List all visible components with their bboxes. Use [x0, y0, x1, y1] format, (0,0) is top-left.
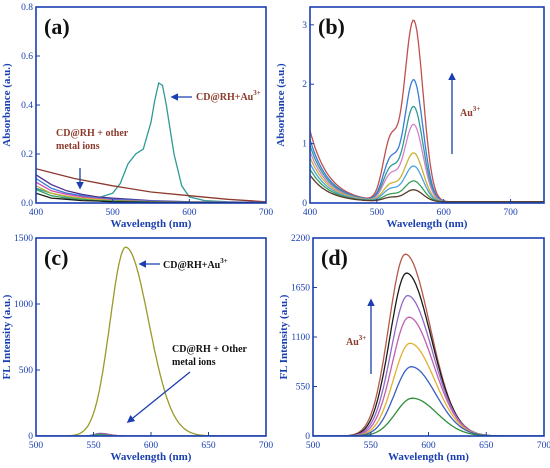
y-tick-label: 1650: [291, 284, 310, 294]
y-tick-label: 1000: [14, 300, 33, 310]
series-5-line: [313, 342, 544, 436]
x-tick-label: 400: [29, 208, 44, 218]
x-axis-title: Wavelength (nm): [387, 218, 468, 230]
x-tick-label: 550: [364, 441, 379, 451]
panel-label: (d): [321, 245, 348, 270]
x-tick-label: 500: [106, 208, 121, 218]
plot-area: [310, 19, 544, 203]
series-2-line: [313, 272, 544, 436]
x-tick-label: 600: [144, 441, 159, 451]
annotation-d: Au3+: [346, 334, 366, 348]
x-tick-label: 600: [182, 208, 197, 218]
annotations-d: Au3+: [346, 298, 375, 374]
y-axis-title: FL Intensity (a.u.): [1, 294, 13, 379]
y-tick-label: 550: [296, 383, 311, 393]
y-tick-label: 2: [302, 80, 307, 90]
annotations-a: CD@RH+Au3+ CD@RH + other metal ions: [56, 89, 261, 190]
annotation-b-main: Au: [460, 108, 473, 119]
annotation-c-right-main: CD@RH+Au: [163, 260, 221, 271]
y-tick-label: 0.8: [21, 3, 33, 13]
series-6-line: [313, 366, 544, 436]
annotation-b-sup: 3+: [473, 105, 481, 113]
x-axis-title: Wavelength (nm): [111, 218, 192, 230]
y-tick-label: 0.2: [21, 150, 33, 160]
x-tick-label: 650: [479, 441, 494, 451]
y-tick-label: 500: [19, 366, 34, 376]
series-2-line: [36, 168, 266, 203]
panel-label: (a): [44, 14, 70, 39]
y-tick-label: 1: [302, 140, 307, 150]
annotation-c-lower-line1: CD@RH + Other: [172, 344, 248, 355]
plot-frame: [35, 6, 267, 204]
y-tick-label: 0: [305, 432, 310, 442]
series-4-line: [313, 316, 544, 436]
y-tick-label: 2200: [291, 234, 310, 244]
plot-area: [36, 81, 266, 203]
plot-frame: [309, 6, 545, 204]
y-tick-label: 1500: [14, 234, 33, 244]
annotation-c-lower-line2: metal ions: [172, 357, 216, 368]
series-7-line: [313, 397, 544, 436]
annotation-a-left-line1: CD@RH + other: [56, 128, 129, 139]
series-1-line: [36, 246, 266, 436]
y-tick-label: 0: [302, 199, 307, 209]
annotation-a-right: CD@RH+Au3+: [196, 89, 261, 103]
annotation-c-right-sup: 3+: [220, 257, 228, 265]
y-tick-label: 0.4: [21, 101, 33, 111]
annotation-a-right-sup: 3+: [253, 89, 261, 97]
plot-frame: [35, 237, 267, 437]
x-tick-label: 700: [503, 208, 518, 218]
annotation-b: Au3+: [460, 105, 480, 119]
x-tick-label: 550: [86, 441, 101, 451]
panel-1: 400 500 600 700 0.0 0.2 0.4 0.6 0.8 Wavelength (n…: [1, 3, 273, 230]
arrow-c-down: [126, 371, 191, 423]
x-tick-label: 600: [421, 441, 436, 451]
y-axis-title: FL Intensity (a.u.): [278, 294, 290, 379]
annotation-d-sup: 3+: [359, 334, 367, 342]
x-tick-label: 700: [259, 441, 274, 451]
x-tick-label: 500: [370, 208, 385, 218]
y-axis-title: Absorbance (a.u.): [1, 63, 13, 147]
annotations-c: CD@RH+Au3+ CD@RH + Other metal ions: [126, 257, 248, 423]
annotations-b: Au3+: [448, 72, 480, 154]
x-tick-label: 700: [259, 208, 274, 218]
y-tick-label: 0: [28, 432, 33, 442]
x-tick-label: 600: [437, 208, 452, 218]
x-tick-label: 400: [303, 208, 318, 218]
y-axis-title: Absorbance (a.u.): [275, 63, 287, 147]
y-tick-label: 3: [302, 21, 307, 31]
series-8-line: [310, 174, 544, 203]
panel-label: (c): [44, 245, 68, 270]
annotation-d-main: Au: [346, 337, 359, 348]
y-tick-label: 0.0: [21, 199, 33, 209]
y-tick-label: 0.6: [21, 52, 33, 62]
x-tick-label: 700: [537, 441, 550, 451]
x-axis-title: Wavelength (nm): [388, 451, 469, 463]
panel-4: 500 550 600 650 700 0 550 1100 1650 2200 Wavelengt…: [278, 234, 550, 463]
annotation-a-left-line2: metal ions: [56, 141, 100, 152]
x-tick-label: 650: [201, 441, 216, 451]
annotation-a-right-main: CD@RH+Au: [196, 92, 254, 103]
panel-2: 400 500 600 700 0 1 2 3 Wavelength (nm) Absorbanc…: [275, 6, 545, 230]
x-tick-label: 500: [29, 441, 44, 451]
x-tick-label: 500: [306, 441, 321, 451]
plot-area: [36, 246, 266, 436]
annotation-c-right: CD@RH+Au3+: [163, 257, 228, 271]
panel-label: (b): [318, 14, 345, 39]
x-axis-title: Wavelength (nm): [111, 451, 192, 463]
y-tick-label: 1100: [291, 333, 310, 343]
